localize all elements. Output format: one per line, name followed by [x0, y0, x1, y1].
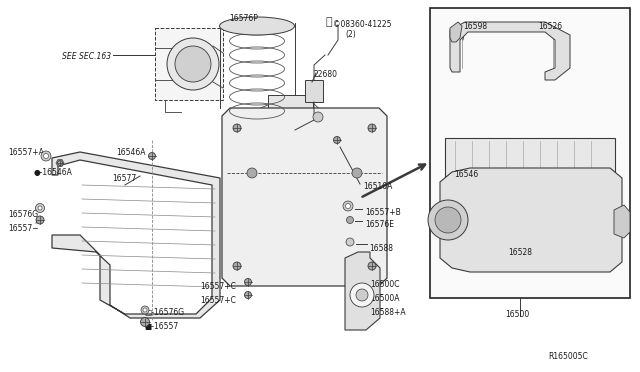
Polygon shape: [450, 22, 570, 80]
Circle shape: [368, 124, 376, 132]
Text: SEE SEC.163: SEE SEC.163: [62, 52, 111, 61]
Polygon shape: [440, 168, 622, 272]
Text: 16500A: 16500A: [370, 294, 399, 303]
Circle shape: [244, 279, 252, 285]
Text: □-16576G: □-16576G: [144, 308, 184, 317]
Text: 16557+C: 16557+C: [200, 282, 236, 291]
Bar: [430, 8, 630, 298]
Circle shape: [313, 112, 323, 122]
Text: 22680: 22680: [313, 70, 337, 79]
Text: 16510A: 16510A: [363, 182, 392, 191]
Circle shape: [58, 160, 63, 166]
Text: 16557+C: 16557+C: [200, 296, 236, 305]
Circle shape: [44, 154, 49, 158]
Circle shape: [141, 317, 150, 327]
Bar: [155, 28, 223, 100]
Bar: [268, 95, 313, 127]
Text: 16500C: 16500C: [370, 280, 399, 289]
Circle shape: [350, 283, 374, 307]
Text: 16576P: 16576P: [230, 14, 259, 23]
Text: 16598: 16598: [463, 22, 487, 31]
Text: 16576E: 16576E: [365, 220, 394, 229]
Text: 16577: 16577: [112, 174, 136, 183]
Text: 16500: 16500: [505, 310, 529, 319]
Text: ©08360-41225: ©08360-41225: [333, 20, 392, 29]
Text: 16526: 16526: [538, 22, 562, 31]
Circle shape: [346, 203, 351, 208]
Polygon shape: [222, 108, 387, 286]
Polygon shape: [52, 152, 220, 318]
Polygon shape: [614, 205, 630, 238]
Circle shape: [175, 46, 211, 82]
Text: Ⓢ: Ⓢ: [326, 17, 332, 27]
Text: 16576G: 16576G: [8, 210, 38, 219]
Circle shape: [346, 217, 353, 224]
Circle shape: [233, 124, 241, 132]
Bar: [305, 80, 323, 102]
Text: 16588+A: 16588+A: [370, 308, 406, 317]
Polygon shape: [56, 160, 64, 166]
Circle shape: [148, 153, 156, 160]
Circle shape: [143, 308, 147, 312]
Text: 16546: 16546: [454, 170, 478, 179]
Circle shape: [35, 203, 45, 212]
Text: 16557−: 16557−: [8, 224, 38, 233]
Polygon shape: [450, 22, 462, 42]
Text: 16557+A: 16557+A: [8, 148, 44, 157]
Bar: [445, 138, 615, 180]
Text: ■-16557: ■-16557: [144, 322, 179, 331]
Text: R165005C: R165005C: [548, 352, 588, 361]
Text: (2): (2): [345, 30, 356, 39]
Circle shape: [41, 151, 51, 161]
Circle shape: [233, 262, 241, 270]
Text: ●-16546A: ●-16546A: [34, 168, 73, 177]
Circle shape: [333, 137, 340, 144]
Circle shape: [36, 216, 44, 224]
Text: 16588: 16588: [369, 244, 393, 253]
Ellipse shape: [220, 17, 294, 35]
Text: 16528: 16528: [508, 248, 532, 257]
Text: 16557+B: 16557+B: [365, 208, 401, 217]
Polygon shape: [345, 252, 380, 330]
Circle shape: [247, 168, 257, 178]
Circle shape: [435, 207, 461, 233]
Circle shape: [167, 38, 219, 90]
Circle shape: [244, 292, 252, 298]
Circle shape: [346, 238, 354, 246]
Circle shape: [141, 306, 149, 314]
Circle shape: [428, 200, 468, 240]
Circle shape: [356, 289, 368, 301]
Circle shape: [352, 168, 362, 178]
Circle shape: [343, 201, 353, 211]
Text: 16546A: 16546A: [116, 148, 145, 157]
Circle shape: [368, 262, 376, 270]
Circle shape: [38, 206, 42, 210]
